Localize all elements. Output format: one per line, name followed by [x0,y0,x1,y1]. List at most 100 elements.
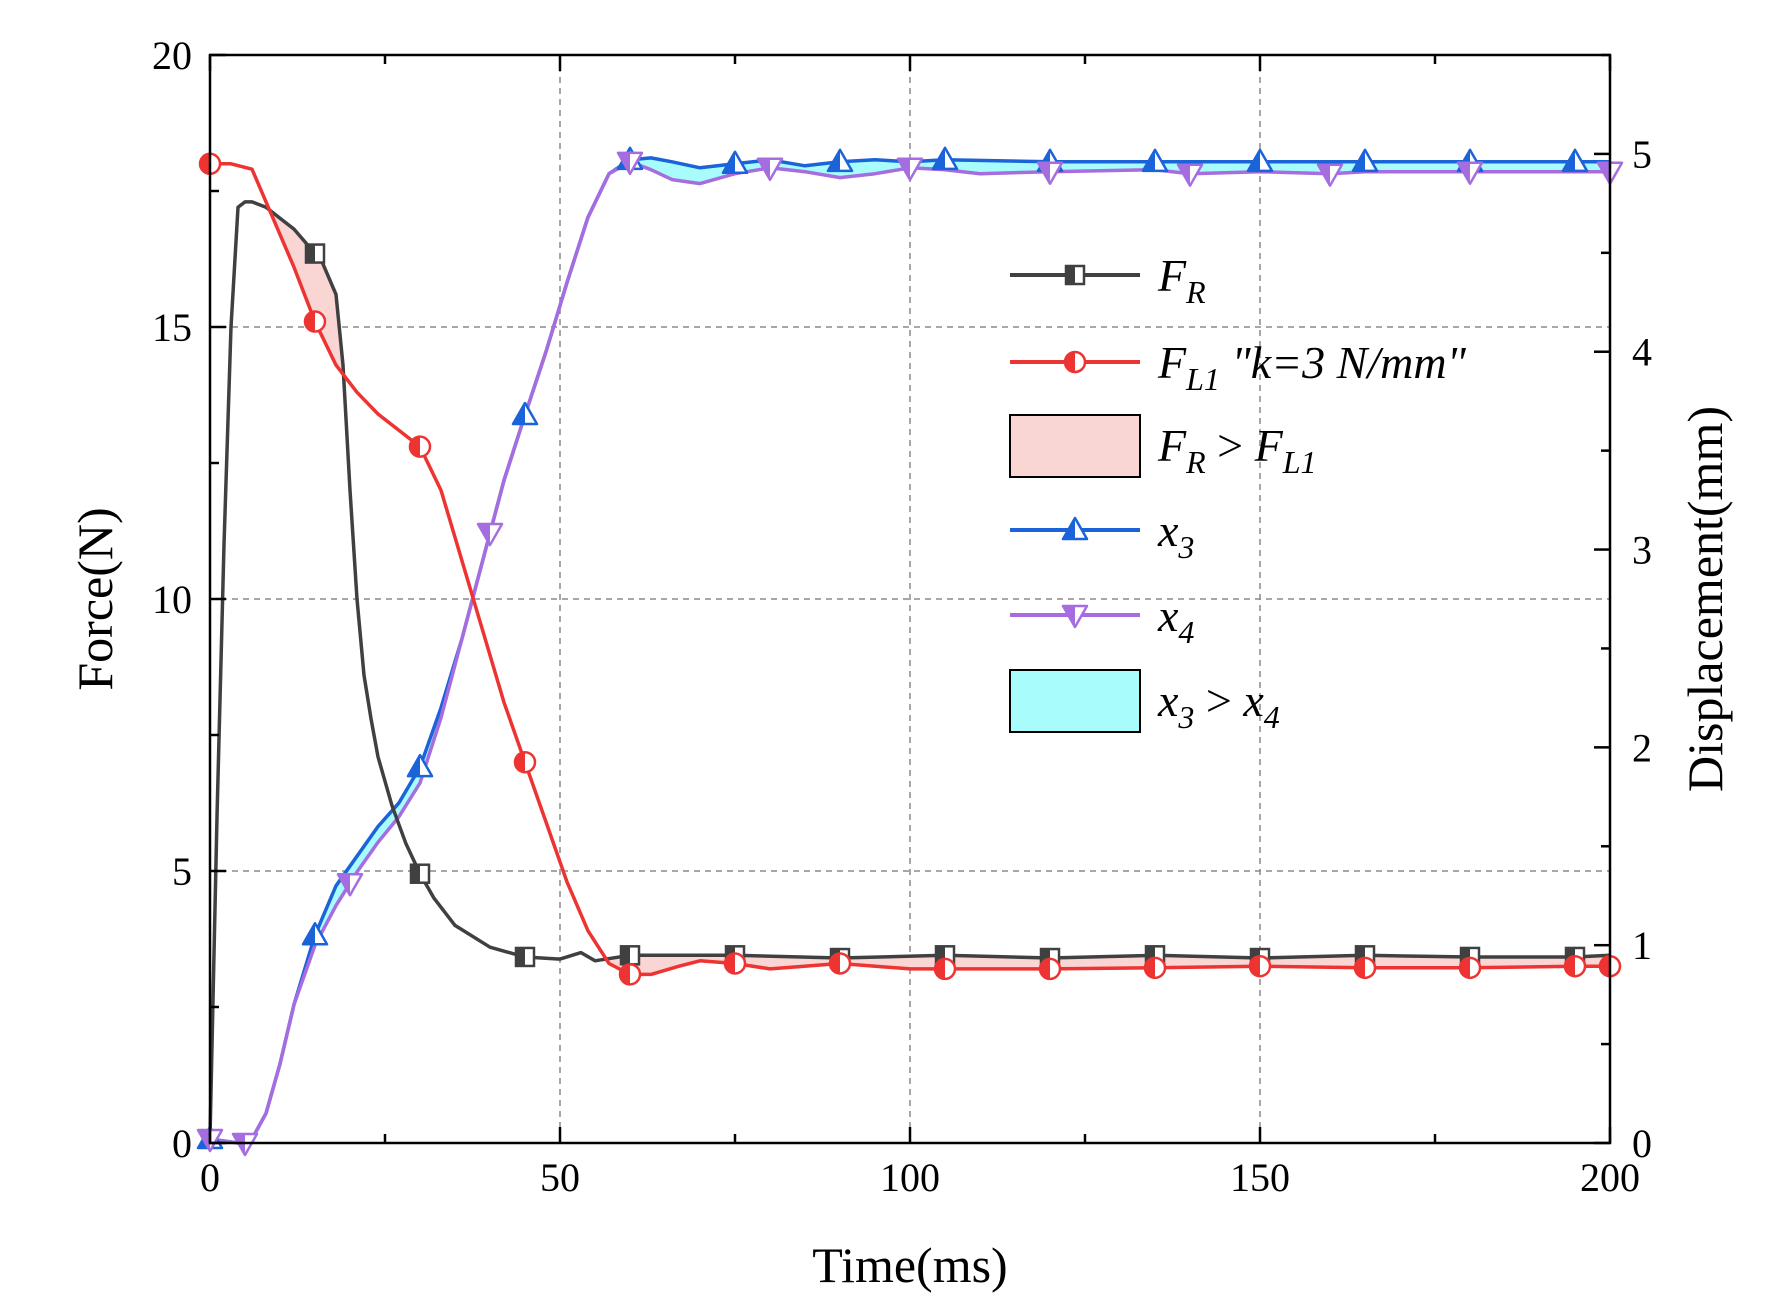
x-axis-title: Time(ms) [812,1237,1007,1293]
x4-point-fill [1178,164,1190,186]
legend-main2: x [1242,675,1264,726]
legend-sub: R [1185,274,1206,310]
x4-point-fill [338,874,350,896]
fr-point-fill [1041,949,1050,968]
legend-sub2: 4 [1264,699,1280,735]
grid-lines [210,55,1610,1143]
x3-point-fill [513,403,525,425]
fl1-point-fill [1145,957,1155,978]
x-tick-label: 50 [540,1155,580,1200]
fl1-point-fill [305,311,315,332]
legend-main: x [1157,675,1179,726]
legend-suffix: > [1206,420,1255,471]
y-right-tick-label: 0 [1632,1121,1652,1166]
x3-point-fill [1143,149,1155,171]
fr-point-fill [936,946,945,965]
legend-suffix: "k=3 N/mm" [1220,337,1467,388]
x-tick-label: 200 [1580,1155,1640,1200]
x4-point-fill [1458,162,1470,184]
x3-point-fill [723,151,735,173]
x-tick-label: 0 [200,1155,220,1200]
axis-ticks [208,53,1612,1145]
legend-main: x [1157,505,1179,556]
legend-swatch-fill_force [1009,414,1141,478]
legend-main: F [1157,337,1187,388]
fl1-point-fill [1460,957,1470,978]
legend-label-F_R: FR [1157,250,1206,310]
fl1-point-fill [1565,956,1575,977]
fr-line [208,200,1611,1138]
legend-main: F [1157,250,1187,301]
x3-point-fill [828,149,840,171]
fl1-point-fill [1250,956,1260,977]
fr-point-fill [1461,947,1470,966]
legend-label-fill_disp: x3 > x4 [1157,675,1280,735]
y-left-tick-label: 0 [172,1121,192,1166]
y-left-tick-label: 20 [152,33,192,78]
fl1-point-fill [725,953,735,974]
fl1-point-fill [935,958,945,979]
x3-point-fill [1563,149,1575,171]
fill-areas [270,157,1610,995]
x4-point-fill [618,152,630,174]
y-right-tick-label: 3 [1632,528,1652,573]
x4-point-fill [478,524,490,546]
legend-marker-x4-fill [1063,606,1075,627]
fr-point-fill [306,244,315,263]
x4-point-fill [198,1130,210,1152]
y-right-tick-label: 2 [1632,725,1652,770]
x3-point-fill [1248,149,1260,171]
x3-point-fill [1353,149,1365,171]
x4-point-fill [1598,162,1610,184]
y-left-tick-label: 10 [152,577,192,622]
legend-label-x3: x3 [1157,505,1194,565]
legend-marker-F_L1-fill [1065,352,1075,372]
x-tick-label: 150 [1230,1155,1290,1200]
fl1-point-fill [1040,958,1050,979]
legend-main: x [1157,590,1179,641]
legend-label-fill_force: FR > FL1 [1157,420,1317,480]
x3-point-fill [303,923,315,945]
x4-point-fill [1318,164,1330,186]
fl1-point-fill [830,953,840,974]
y-right-tick-label: 1 [1632,923,1652,968]
legend-sub: 3 [1177,699,1194,735]
fl1-point-fill [1600,956,1610,977]
x4-line [209,160,1610,1145]
fr-point-fill [516,947,525,966]
legend-suffix: > [1194,675,1243,726]
fl1-point-fill [1355,957,1365,978]
legend-label-x4: x4 [1157,590,1194,650]
x4-point-fill [898,158,910,180]
fr-point-fill [411,864,420,883]
legend-marker-x3-fill [1063,518,1075,539]
fl1-point-fill [515,752,525,773]
x4-point-fill [1038,162,1050,184]
y-left-tick-label: 15 [152,305,192,350]
legend-sub: 4 [1178,614,1194,650]
fl1-point-fill [200,153,210,174]
legend-label-F_L1: FL1 "k=3 N/mm" [1157,337,1467,397]
x4-point-fill [233,1134,245,1155]
y-left-tick-label: 5 [172,849,192,894]
fl1-point-fill [620,964,630,985]
legend-sub: L1 [1185,361,1220,397]
fl1-point-fill [410,436,420,457]
x4-point-fill [758,158,770,180]
y-right-tick-label: 4 [1632,330,1652,375]
legend-swatch-fill_disp [1009,669,1141,733]
series-lines [208,156,1611,1145]
fr-point-fill [1356,946,1365,965]
x3-point-fill [408,755,420,777]
legend-sub: 3 [1177,529,1194,565]
legend-sub2: L1 [1282,444,1317,480]
fr-point-fill [1146,946,1155,965]
y-axis-right-title: Displacement(mm) [1677,406,1733,792]
x3-point-fill [933,147,945,169]
legend-marker-F_R-fill [1066,266,1075,284]
fl1-line [210,162,1610,977]
legend-sub: R [1185,444,1206,480]
